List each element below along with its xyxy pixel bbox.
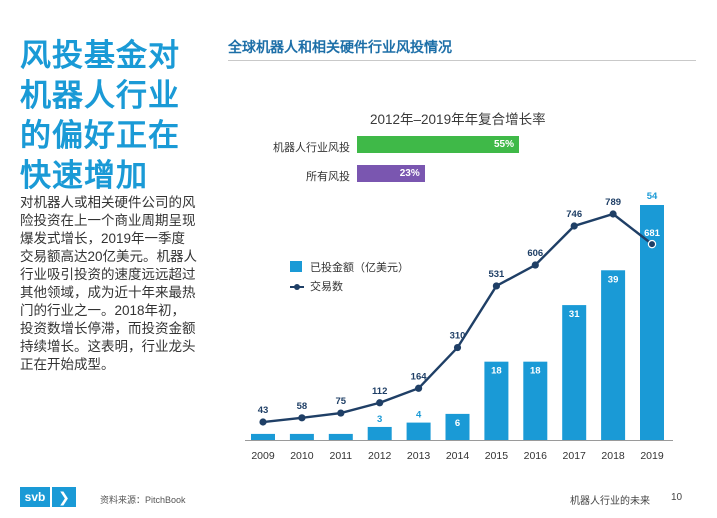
deals-label-2017: 746: [566, 209, 582, 220]
bar-2013: [406, 422, 431, 440]
legend-deals-swatch: [290, 284, 304, 290]
footer-report-title: 机器人行业的未来: [570, 496, 650, 507]
deals-point-2016: [531, 261, 539, 269]
deals-label-2012: 112: [372, 386, 387, 397]
bar-2010: [289, 433, 314, 440]
deals-label-2014: 310: [450, 331, 466, 342]
x-tick-2019: 2019: [640, 450, 664, 462]
deals-point-2017: [570, 222, 578, 230]
page-number: 10: [671, 492, 683, 503]
legend-deals: 交易数: [290, 278, 343, 294]
bar-label-2019: 54: [647, 191, 658, 202]
bar-2015: [484, 361, 509, 440]
bar-label-2013: 4: [416, 410, 422, 421]
bar-label-2018: 39: [608, 274, 619, 285]
cagr-label-robotics: 机器人行业风投: [273, 142, 350, 154]
deals-point-2009: [259, 418, 267, 426]
bar-2016: [523, 361, 548, 440]
deals-point-2011: [337, 409, 345, 417]
legend-deals-label: 交易数: [310, 281, 343, 293]
x-tick-2016: 2016: [524, 450, 548, 462]
cagr-title: 2012年–2019年年复合增长率: [370, 112, 546, 127]
x-tick-2017: 2017: [563, 450, 587, 462]
chevron-right-icon: ❯: [52, 487, 76, 507]
deals-label-2015: 531: [488, 269, 505, 280]
bar-2009: [251, 433, 275, 440]
deals-point-2015: [492, 282, 500, 290]
bar-label-2012: 3: [377, 414, 382, 425]
deals-label-2010: 58: [297, 401, 308, 412]
legend-amount: 已投金额（亿美元）: [290, 259, 409, 275]
x-tick-2011: 2011: [330, 450, 353, 462]
x-tick-2013: 2013: [407, 450, 431, 462]
cagr-bar-all: 23%: [357, 165, 425, 182]
side-title: 风投基金对机器人行业的偏好正在快速增加: [20, 38, 180, 193]
x-tick-2010: 2010: [290, 450, 314, 462]
chart-title: 全球机器人和相关硬件行业风投情况: [228, 39, 452, 55]
x-tick-2014: 2014: [446, 450, 470, 462]
deals-point-2010: [298, 414, 306, 422]
x-tick-2012: 2012: [368, 450, 392, 462]
cagr-bar-robotics: 55%: [357, 136, 519, 153]
deals-label-2018: 789: [605, 197, 621, 208]
footer-source: 资料来源：PitchBook: [100, 495, 186, 505]
x-tick-2015: 2015: [485, 450, 509, 462]
bar-label-2014: 6: [455, 418, 460, 429]
bar-2011: [328, 433, 353, 440]
cagr-label-all: 所有风投: [306, 171, 350, 183]
bar-2018: [601, 270, 626, 440]
deals-label-2019: 681: [644, 228, 661, 239]
bar-2014: [445, 413, 470, 440]
deals-point-2019: [647, 239, 657, 249]
svb-logo: svb: [20, 487, 50, 507]
bar-2017: [562, 305, 587, 440]
deals-label-2011: 75: [336, 396, 347, 407]
x-tick-2009: 2009: [251, 450, 275, 462]
side-description: 对机器人或相关硬件公司的风险投资在上一个商业周期呈现爆发式增长，2019年一季度…: [20, 195, 198, 372]
deals-label-2009: 43: [258, 405, 269, 416]
bar-2012: [367, 426, 392, 440]
deals-label-2016: 606: [527, 248, 543, 259]
legend-amount-swatch: [290, 261, 302, 272]
title-divider: [228, 60, 696, 61]
deals-point-2018: [609, 210, 617, 218]
x-tick-2018: 2018: [601, 450, 625, 462]
bar-label-2017: 31: [569, 309, 580, 320]
deals-label-2013: 164: [411, 371, 428, 382]
bar-label-2015: 18: [491, 366, 502, 377]
deals-point-2014: [453, 343, 462, 352]
deals-line: [262, 212, 653, 424]
deals-point-2012: [376, 399, 384, 407]
legend-amount-label: 已投金额（亿美元）: [310, 262, 409, 274]
bar-label-2016: 18: [530, 366, 541, 377]
deals-point-2013: [415, 384, 423, 392]
